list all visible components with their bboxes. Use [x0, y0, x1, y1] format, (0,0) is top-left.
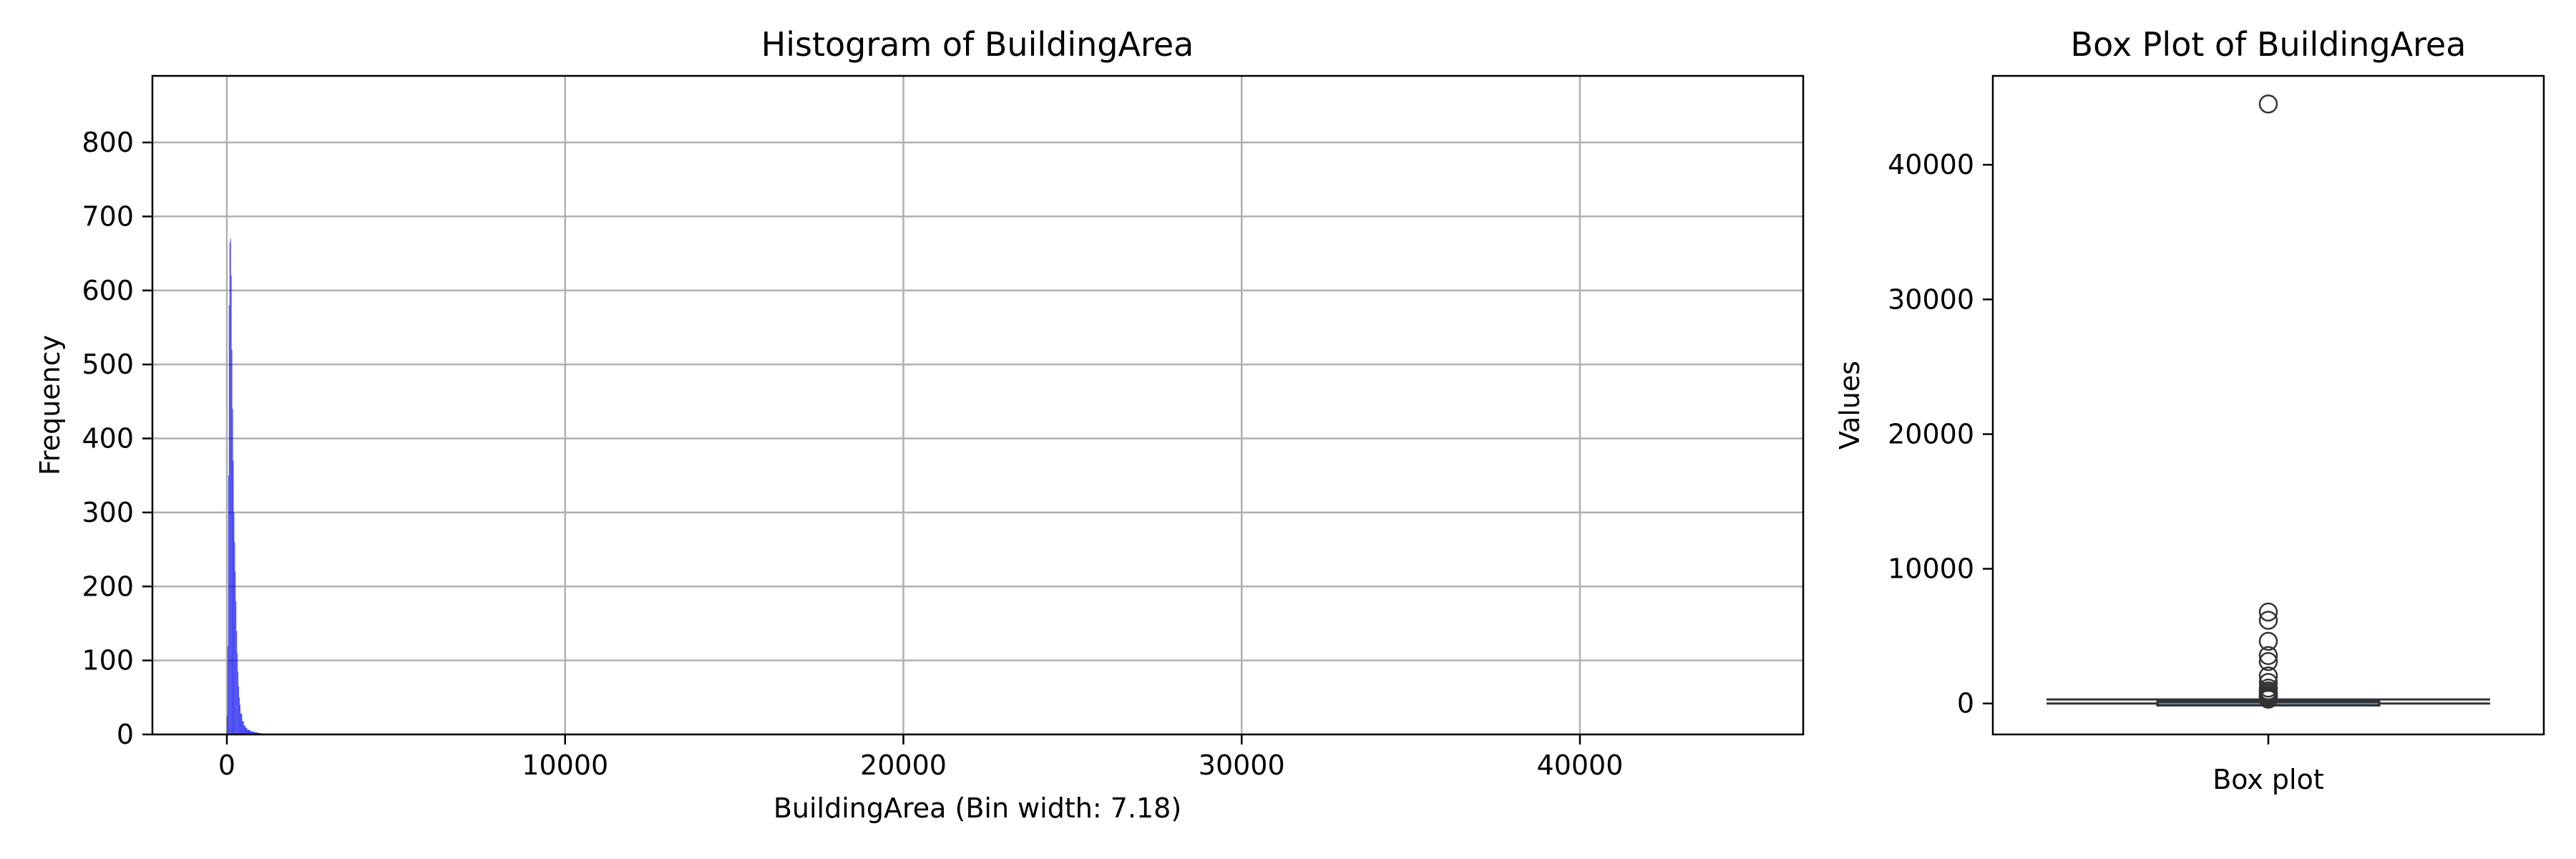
- boxplot-outlier-3: [2258, 631, 2278, 651]
- histogram-bar-5: [230, 238, 231, 734]
- histogram-x-axis-label: BuildingArea (Bin width: 7.18): [774, 792, 1181, 824]
- histogram-x-ticks: 0 10000 20000 30000 40000: [218, 734, 1624, 781]
- histogram-bar-9: [233, 460, 234, 734]
- histogram-bar-11: [234, 542, 235, 734]
- histogram-y-ticks: 0 100 200 300 400 500 600 700 800: [82, 127, 152, 750]
- histogram-y-tick-label-8: 800: [82, 127, 134, 158]
- boxplot-outlier-0: [2258, 94, 2278, 114]
- histogram-bar-25: [250, 731, 254, 734]
- histogram-bar-6: [230, 276, 232, 734]
- histogram-y-tick-label-0: 0: [117, 719, 134, 750]
- histogram-bars: [227, 238, 261, 735]
- boxplot-x-tick-label: Box plot: [2212, 764, 2324, 795]
- histogram-x-tick-label-1: 10000: [522, 749, 608, 781]
- histogram-x-tick-label-4: 40000: [1537, 749, 1624, 781]
- histogram-bar-15: [237, 653, 238, 734]
- histogram-chart: Histogram of BuildingArea 0 10000 20000 300…: [34, 25, 1805, 824]
- boxplot-title: Box Plot of BuildingArea: [2071, 25, 2467, 64]
- boxplot-y-tick-label-3: 30000: [1888, 283, 1974, 315]
- boxplot-elements: [2046, 94, 2490, 709]
- boxplot-outlier-5: [2258, 651, 2278, 671]
- boxplot-outlier-1: [2258, 602, 2278, 622]
- histogram-bar-13: [235, 601, 237, 734]
- histogram-bar-7: [231, 349, 233, 734]
- boxplot-y-ticks: 0 10000 20000 30000 40000: [1888, 149, 1993, 719]
- histogram-y-tick-label-7: 700: [82, 200, 134, 232]
- histogram-bar-17: [238, 686, 240, 734]
- histogram-bar-21: [242, 721, 244, 734]
- histogram-bar-22: [243, 725, 246, 734]
- boxplot-y-tick-label-0: 0: [1957, 688, 1974, 719]
- histogram-y-tick-label-4: 400: [82, 423, 134, 455]
- boxplot-y-axis-label: Values: [1834, 361, 1865, 450]
- boxplot-plot-frame: [1991, 74, 2545, 736]
- histogram-title: Histogram of BuildingArea: [761, 25, 1194, 64]
- boxplot-y-tick-label-2: 20000: [1888, 418, 1974, 450]
- histogram-y-axis-label: Frequency: [34, 335, 66, 475]
- boxplot-y-tick-label-4: 40000: [1888, 149, 1974, 180]
- histogram-y-tick-label-3: 300: [82, 497, 134, 528]
- histogram-bar-24: [247, 729, 251, 734]
- histogram-bar-14: [236, 631, 238, 734]
- histogram-bar-26: [253, 732, 258, 734]
- histogram-bar-10: [233, 512, 235, 734]
- histogram-y-tick-label-6: 600: [82, 275, 134, 306]
- histogram-x-tick-label-0: 0: [218, 749, 235, 781]
- histogram-bar-23: [245, 727, 248, 734]
- histogram-bar-20: [240, 714, 243, 734]
- histogram-y-tick-label-5: 500: [82, 349, 134, 380]
- histogram-grid: [152, 76, 1803, 736]
- boxplot-y-tick-label-1: 10000: [1888, 553, 1974, 585]
- boxplot-outlier-4: [2258, 646, 2278, 666]
- histogram-y-tick-label-2: 200: [82, 571, 134, 602]
- histogram-bar-2: [228, 475, 229, 734]
- histogram-x-tick-label-2: 20000: [860, 749, 947, 781]
- boxplot-outlier-15: [2258, 689, 2278, 709]
- histogram-plot-frame: [151, 74, 1805, 736]
- histogram-bar-3: [228, 305, 230, 734]
- histogram-bar-0: [227, 716, 228, 734]
- histogram-y-tick-label-1: 100: [82, 645, 134, 676]
- histogram-x-tick-label-3: 30000: [1199, 749, 1285, 781]
- histogram-bar-18: [239, 697, 240, 734]
- boxplot-chart: Box Plot of BuildingArea 0 10000 20000 3000…: [1834, 25, 2545, 795]
- boxplot-outlier-2: [2258, 611, 2278, 630]
